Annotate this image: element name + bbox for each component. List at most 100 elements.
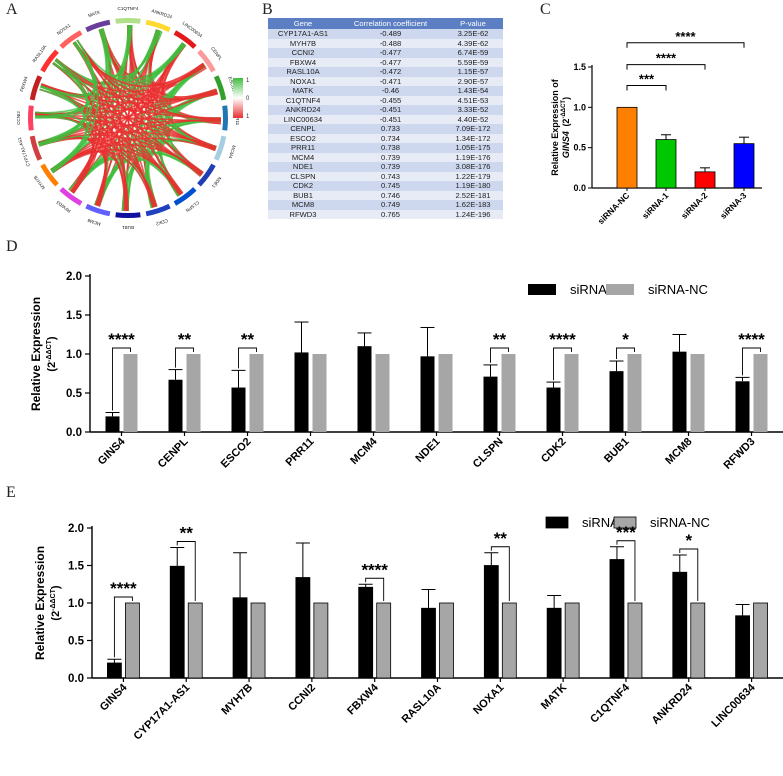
table-row: ANKRD24 -0.451 3.33E-52 <box>268 105 503 115</box>
bar <box>627 602 643 679</box>
pvalue-cell: 1.43E-54 <box>443 86 503 96</box>
bar <box>546 387 561 432</box>
legend-swatch <box>545 516 569 529</box>
bar <box>168 379 183 432</box>
pvalue-cell: 3.25E-62 <box>443 29 503 39</box>
x-tick-label: siRNA-NC <box>596 190 632 226</box>
correlation-cell: -0.472 <box>338 67 443 77</box>
y-tick-label: 1.0 <box>68 598 84 610</box>
chord-gene-label: MCM4 <box>228 145 237 160</box>
pvalue-cell: 1.34E-172 <box>443 133 503 143</box>
y-tick-label: 1.5 <box>68 561 85 573</box>
x-tick-label: RFWD3 <box>721 436 757 472</box>
y-tick-label: 1.0 <box>66 349 82 361</box>
legend-colorbar <box>233 78 243 118</box>
chord-segment <box>29 135 43 161</box>
correlation-table: Gene Correlation coefficient P-value CYP… <box>268 18 503 219</box>
significance-label: **** <box>108 330 135 349</box>
chord-segment <box>213 135 227 161</box>
gene-cell: PRR11 <box>268 143 338 153</box>
pvalue-cell: 1.62E-183 <box>443 200 503 210</box>
significance-label: **** <box>675 29 696 44</box>
comparison-bracket <box>626 64 706 70</box>
significance-label: **** <box>656 51 677 66</box>
y-tick-label: 0.5 <box>68 636 85 648</box>
table-row: CCNI2 -0.477 6.74E-59 <box>268 48 503 58</box>
chord-segment <box>40 49 59 73</box>
x-tick-label: siRNA-2 <box>679 190 710 221</box>
chord-ribbon <box>40 42 96 97</box>
chord-segment <box>59 30 83 49</box>
y-tick-label: 0.0 <box>573 183 586 193</box>
comparison-bracket <box>176 541 196 601</box>
bar <box>627 354 642 432</box>
header-correlation: Correlation coefficient <box>338 18 443 29</box>
significance-label: ** <box>494 529 508 548</box>
gene-cell: CYP17A1-AS1 <box>268 29 338 39</box>
pvalue-cell: 1.22E-179 <box>443 171 503 181</box>
table-row: FBXW4 -0.477 5.59E-59 <box>268 57 503 67</box>
correlation-cell: -0.455 <box>338 95 443 105</box>
pvalue-cell: 1.19E-176 <box>443 152 503 162</box>
bar <box>753 354 768 432</box>
correlation-cell: -0.46 <box>338 86 443 96</box>
table-row: MYH7B -0.488 4.39E-62 <box>268 38 503 48</box>
significance-label: **** <box>549 330 576 349</box>
bar <box>294 352 309 432</box>
chord-gene-label: FBXW4 <box>19 75 29 92</box>
y-tick-label: 0.0 <box>68 673 84 685</box>
chord-gene-label: BUB1 <box>122 225 134 230</box>
chord-diagram: MATKC1QTNF4ANKRD24LINC00634CENPLESCO2PRR… <box>16 6 250 230</box>
chord-segment <box>173 30 197 49</box>
header-gene: Gene <box>268 18 338 29</box>
gene-cell: FBXW4 <box>268 57 338 67</box>
x-tick-label: siRNA-3 <box>718 190 749 221</box>
x-tick-label: ANKRD24 <box>650 681 696 727</box>
correlation-cell: 0.739 <box>338 152 443 162</box>
y-tick-label: 1.0 <box>573 102 586 112</box>
y-axis-unit-sup: -ΔΔCT <box>46 339 53 361</box>
gene-cell: CDK2 <box>268 181 338 191</box>
chord-ribbon <box>35 111 84 147</box>
chord-ribbon <box>160 140 216 195</box>
comparison-bracket <box>238 347 257 369</box>
gene-cell: CLSPN <box>268 171 338 181</box>
correlation-cell: 0.749 <box>338 200 443 210</box>
panel-c-letter: C <box>540 1 551 18</box>
bar <box>295 577 311 679</box>
y-axis-title-suffix: (2 <box>561 119 571 130</box>
table-row: RASL10A -0.472 1.15E-57 <box>268 67 503 77</box>
pvalue-cell: 4.40E-52 <box>443 114 503 124</box>
significance-label: ** <box>180 524 194 543</box>
significance-label: **** <box>738 330 765 349</box>
significance-label: * <box>685 531 692 550</box>
chord-segment <box>59 187 83 206</box>
pvalue-cell: 1.19E-180 <box>443 181 503 191</box>
x-tick-label: C1QTNF4 <box>588 681 633 726</box>
x-tick-label: ESCO2 <box>219 436 254 471</box>
chord-segment <box>222 105 228 131</box>
chord-gene-label: PRR11 <box>235 111 240 126</box>
pvalue-cell: 5.59E-59 <box>443 57 503 67</box>
chord-gene-label: MATK <box>87 9 101 18</box>
pvalue-cell: 6.74E-59 <box>443 48 503 58</box>
gene-cell: CCNI2 <box>268 48 338 58</box>
x-tick-label: CDK2 <box>539 436 569 466</box>
chord-gene-label: C1QTNF4 <box>118 6 139 11</box>
bar <box>733 143 755 189</box>
bar <box>105 416 120 432</box>
table-row: NDE1 0.739 3.08E-176 <box>268 162 503 172</box>
gene-cell: CENPL <box>268 124 338 134</box>
comparison-bracket <box>616 347 635 360</box>
pvalue-cell: 7.09E-172 <box>443 124 503 134</box>
table-row: BUB1 0.746 2.52E-181 <box>268 190 503 200</box>
gene-cell: C1QTNF4 <box>268 95 338 105</box>
table-row: PRR11 0.738 1.05E-175 <box>268 143 503 153</box>
comparison-bracket <box>112 347 131 411</box>
x-tick-label: RASL10A <box>400 682 444 726</box>
bar <box>125 602 140 679</box>
bar <box>186 354 201 432</box>
y-axis-unit-base: (2 <box>46 362 58 372</box>
gene-cell: RASL10A <box>268 67 338 77</box>
pvalue-cell: 3.08E-176 <box>443 162 503 172</box>
